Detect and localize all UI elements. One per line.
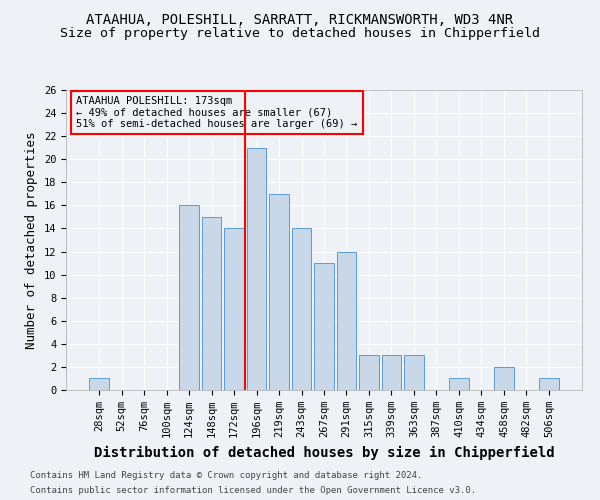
- Bar: [179, 206, 199, 390]
- Text: Contains public sector information licensed under the Open Government Licence v3: Contains public sector information licen…: [30, 486, 476, 495]
- Bar: [494, 367, 514, 390]
- Text: Contains HM Land Registry data © Crown copyright and database right 2024.: Contains HM Land Registry data © Crown c…: [30, 471, 422, 480]
- Bar: [292, 228, 311, 390]
- Bar: [89, 378, 109, 390]
- Text: ATAAHUA, POLESHILL, SARRATT, RICKMANSWORTH, WD3 4NR: ATAAHUA, POLESHILL, SARRATT, RICKMANSWOR…: [86, 12, 514, 26]
- Bar: [247, 148, 266, 390]
- Bar: [224, 228, 244, 390]
- Bar: [337, 252, 356, 390]
- Bar: [404, 356, 424, 390]
- Text: Size of property relative to detached houses in Chipperfield: Size of property relative to detached ho…: [60, 28, 540, 40]
- Text: ATAAHUA POLESHILL: 173sqm
← 49% of detached houses are smaller (67)
51% of semi-: ATAAHUA POLESHILL: 173sqm ← 49% of detac…: [76, 96, 358, 129]
- Bar: [269, 194, 289, 390]
- Bar: [382, 356, 401, 390]
- X-axis label: Distribution of detached houses by size in Chipperfield: Distribution of detached houses by size …: [94, 446, 554, 460]
- Bar: [359, 356, 379, 390]
- Bar: [314, 263, 334, 390]
- Y-axis label: Number of detached properties: Number of detached properties: [25, 131, 38, 349]
- Bar: [202, 217, 221, 390]
- Bar: [539, 378, 559, 390]
- Bar: [449, 378, 469, 390]
